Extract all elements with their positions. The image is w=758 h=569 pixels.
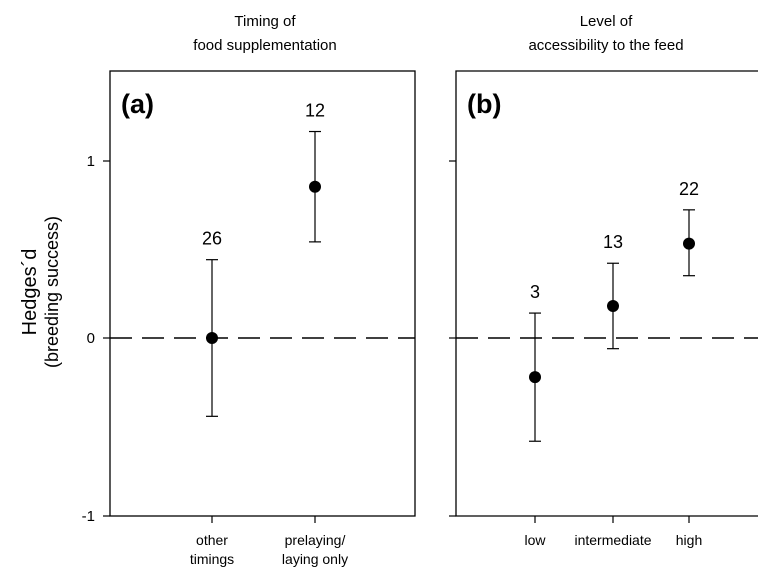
sample-size-label: 3: [530, 282, 540, 302]
data-point: [309, 180, 321, 193]
y-axis-label-line-2: (breeding success): [42, 216, 62, 368]
panel-a-marks: 26 other timings 12 prelaying/laying only: [110, 101, 415, 567]
sample-size-label: 22: [679, 179, 699, 199]
data-point: [206, 332, 218, 344]
panel-a-title-line-1: Timing of: [234, 13, 296, 30]
y-tick-label: 1: [87, 153, 95, 170]
data-point: [529, 371, 541, 384]
x-tick-label: timings: [190, 551, 234, 567]
panel-b-title-line-1: Level of: [580, 13, 633, 30]
data-point: [607, 299, 619, 312]
panel-b-label: (b): [467, 89, 501, 119]
panel-b-y-ticks: [449, 160, 456, 517]
panel-a-title-line-2: food supplementation: [193, 37, 336, 54]
sample-size-label: 26: [202, 229, 222, 249]
panel-b-title-line-2: accessibility to the feed: [528, 37, 683, 54]
y-tick-label: 0: [87, 330, 95, 347]
x-tick-label: intermediate: [574, 532, 651, 548]
x-tick-label: prelaying/: [285, 532, 346, 548]
panel-b-plot-frame: [455, 70, 758, 517]
x-tick-label: low: [524, 532, 546, 548]
sample-size-label: 13: [603, 232, 623, 252]
panel-a-label: (a): [121, 89, 154, 119]
y-axis-label: Hedges´d (breeding success): [19, 216, 62, 368]
panel-b: Level of accessibility to the feed (b) 3…: [449, 13, 758, 548]
panel-b-marks: 3 low 13 intermediate 22 high: [456, 179, 758, 548]
y-axis-label-line-1: Hedges´d: [19, 249, 41, 336]
panel-a: Timing of food supplementation (a) 1 0 -…: [82, 13, 416, 567]
panel-a-plot-frame: [109, 70, 416, 517]
y-tick-label: -1: [82, 508, 95, 525]
sample-size-label: 12: [305, 101, 325, 121]
data-point: [683, 237, 695, 250]
x-tick-label: other: [196, 532, 228, 548]
panel-a-y-ticks: 1 0 -1: [82, 153, 110, 525]
x-tick-label: high: [676, 532, 702, 548]
x-tick-label: laying only: [282, 551, 348, 567]
